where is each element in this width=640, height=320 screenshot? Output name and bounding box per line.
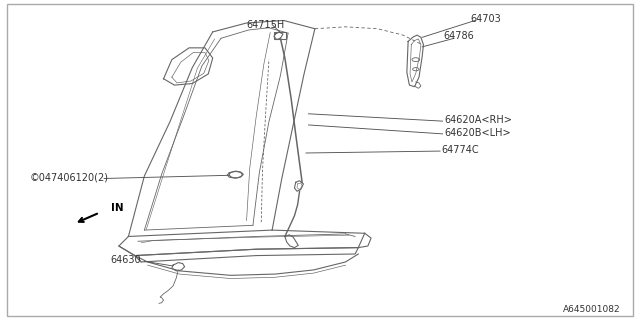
Text: 64620B<LH>: 64620B<LH> (445, 128, 511, 138)
Text: IN: IN (111, 204, 123, 213)
Text: ©047406120(2): ©047406120(2) (29, 172, 108, 182)
Text: 64703: 64703 (470, 14, 501, 24)
Text: 64620A<RH>: 64620A<RH> (445, 115, 513, 125)
Text: 64774C: 64774C (442, 146, 479, 156)
Text: 64630: 64630 (110, 255, 141, 265)
Text: 64715H: 64715H (246, 20, 285, 29)
Text: A645001082: A645001082 (563, 305, 620, 314)
Text: 64786: 64786 (444, 31, 475, 41)
